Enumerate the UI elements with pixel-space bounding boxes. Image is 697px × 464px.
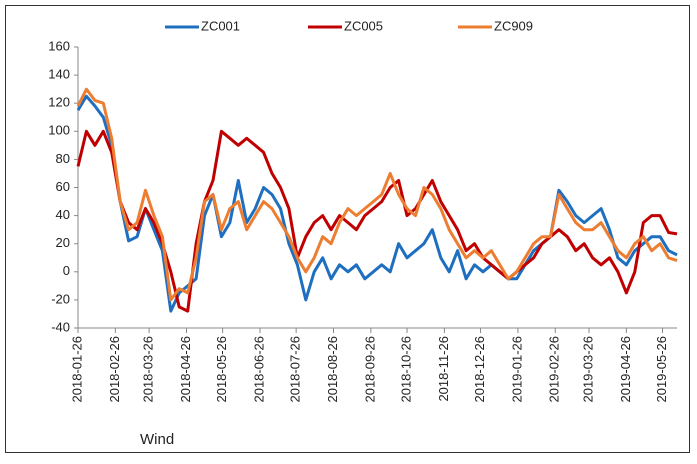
y-tick-label: 60 <box>56 179 70 194</box>
x-tick-label: 2018-10-26 <box>398 336 413 403</box>
x-tick-label: 2019-05-26 <box>654 336 669 403</box>
x-tick-label: 2019-04-26 <box>618 336 633 403</box>
y-tick-label: 160 <box>48 38 70 53</box>
x-tick-label: 2018-03-26 <box>141 336 156 403</box>
x-tick-label: 2019-03-26 <box>580 336 595 403</box>
legend-label: ZC909 <box>494 18 533 33</box>
x-tick-label: 2018-04-26 <box>178 336 193 403</box>
x-tick-label: 2018-05-26 <box>214 336 229 403</box>
y-tick-label: 100 <box>48 123 70 138</box>
x-tick-label: 2019-02-26 <box>547 336 562 403</box>
series-line <box>76 129 678 313</box>
y-tick-label: -40 <box>51 319 70 334</box>
x-tick-label: 2018-11-26 <box>436 336 451 402</box>
x-tick-label: 2019-01-26 <box>509 336 524 403</box>
y-tick-label: 80 <box>56 151 70 166</box>
x-tick-label: 2018-02-26 <box>107 336 122 403</box>
frame <box>5 5 690 453</box>
x-tick-label: 2018-07-26 <box>288 336 303 403</box>
y-tick-label: 40 <box>56 207 70 222</box>
y-tick-label: 0 <box>63 263 70 278</box>
y-tick-label: 140 <box>48 67 70 82</box>
x-tick-label: 2018-01-26 <box>69 336 84 403</box>
y-tick-label: 20 <box>56 235 70 250</box>
x-tick-label: 2018-12-26 <box>472 336 487 403</box>
legend-label: ZC001 <box>201 18 240 33</box>
legend-label: ZC005 <box>344 18 383 33</box>
source-note: Wind <box>140 431 174 448</box>
x-tick-label: 2018-09-26 <box>362 336 377 403</box>
series-line <box>76 87 678 302</box>
x-tick-label: 2018-08-26 <box>325 336 340 403</box>
x-tick-label: 2018-06-26 <box>251 336 266 403</box>
y-tick-label: 120 <box>48 95 70 110</box>
y-tick-label: -20 <box>51 291 70 306</box>
